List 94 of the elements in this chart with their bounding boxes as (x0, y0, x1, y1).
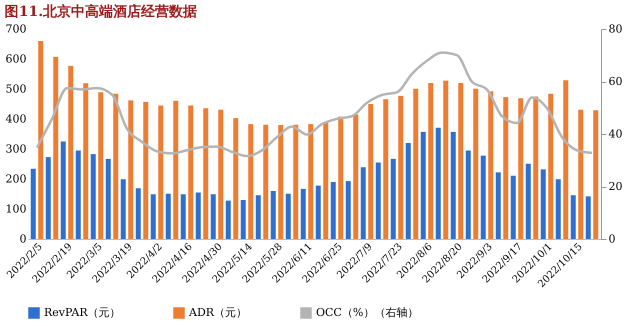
bar (136, 188, 141, 239)
y2-tick-label: 60 (608, 75, 622, 88)
bar (428, 83, 434, 239)
bar (413, 88, 418, 239)
bar (586, 196, 591, 239)
bar (270, 191, 276, 239)
bar (90, 154, 96, 239)
y-tick-label: 200 (6, 172, 26, 186)
bar (450, 132, 456, 239)
bar (406, 143, 411, 239)
bar (533, 96, 538, 239)
bar (53, 56, 58, 239)
bar (68, 66, 74, 239)
y-tick-label: 700 (6, 22, 26, 36)
bar (420, 132, 426, 239)
bar (106, 158, 111, 239)
bar (593, 110, 598, 239)
bar (180, 194, 186, 239)
bar (383, 99, 388, 239)
bar (308, 124, 314, 239)
bar (338, 116, 344, 239)
bar (150, 194, 156, 239)
y2-tick-label: 40 (608, 128, 622, 140)
bar (196, 192, 201, 239)
bar (458, 83, 464, 239)
bar (360, 167, 366, 239)
bar (286, 194, 291, 239)
bar (480, 156, 486, 239)
y-tick-label: 400 (6, 112, 26, 126)
bar (443, 80, 448, 239)
line-series (36, 51, 594, 158)
legend-label: OCC（%）（右轴） (316, 306, 418, 319)
y2-tick-label: 80 (608, 22, 622, 36)
bar (578, 110, 584, 239)
bar (563, 80, 568, 239)
bar (143, 102, 148, 239)
bar (98, 92, 104, 239)
bar (316, 186, 321, 239)
bar (548, 94, 554, 239)
bar (218, 110, 224, 239)
bar (263, 124, 268, 239)
bar (38, 41, 44, 239)
bar (293, 124, 298, 239)
bar (503, 97, 508, 239)
bar (323, 122, 328, 239)
bar (120, 179, 126, 239)
bar (556, 179, 561, 239)
bar (76, 150, 81, 239)
bar (83, 83, 88, 239)
bar (278, 125, 284, 239)
legend-label: RevPAR（元） (44, 306, 121, 319)
bar (496, 172, 501, 239)
bar (233, 118, 238, 239)
bar (203, 108, 208, 239)
bar (466, 150, 471, 239)
bar (158, 106, 164, 239)
bar (226, 200, 231, 239)
bar (488, 91, 494, 239)
bar (368, 104, 374, 239)
bar (376, 162, 381, 239)
y-tick-label: 100 (6, 202, 26, 216)
bar (240, 200, 246, 239)
bar (510, 176, 516, 239)
y2-tick-label: 20 (608, 180, 622, 193)
bar (330, 182, 336, 239)
bar (436, 128, 441, 239)
bar (173, 100, 178, 239)
y-tick-label: 0 (20, 232, 26, 246)
bar (188, 106, 194, 239)
chart-title: 图11.北京中高端酒店经营数据 (4, 3, 198, 20)
bar (166, 194, 171, 239)
y-tick-label: 500 (6, 82, 26, 96)
bar (526, 164, 531, 239)
bar (300, 188, 306, 239)
bar (473, 88, 478, 239)
bar (210, 194, 216, 239)
y-tick-label: 300 (6, 142, 26, 156)
bar (113, 94, 118, 239)
y2-tick-label: 0 (608, 232, 616, 246)
bar (60, 142, 66, 239)
bar (540, 169, 546, 239)
bar (30, 168, 36, 239)
bar (570, 195, 576, 239)
bar (518, 98, 524, 239)
legend-label: ADR（元） (188, 306, 248, 319)
bar (128, 100, 134, 239)
bar (248, 124, 254, 239)
bar (46, 157, 51, 239)
bar (346, 181, 351, 239)
y-tick-label: 600 (6, 52, 26, 66)
bar (256, 195, 261, 239)
bar (390, 158, 396, 239)
bar (398, 96, 404, 239)
bar (353, 114, 358, 239)
